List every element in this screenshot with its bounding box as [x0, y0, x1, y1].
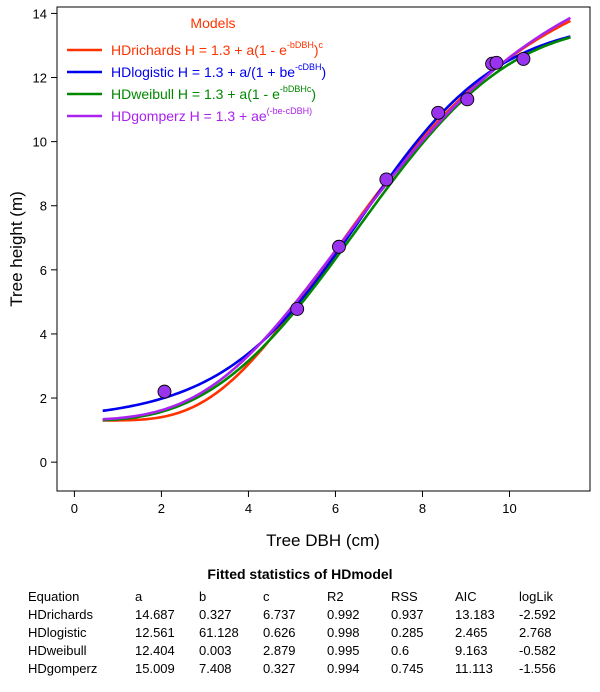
- x-axis-title: Tree DBH (cm): [266, 531, 380, 550]
- y-tick-label: 6: [40, 263, 47, 278]
- legend: Models HDrichards H = 1.3 + a(1 - e-bDBH)…: [67, 15, 326, 124]
- legend-title: Models: [190, 15, 235, 31]
- data-point: [489, 55, 504, 70]
- stats-cell: a: [135, 589, 143, 604]
- data-point: [290, 301, 305, 316]
- stats-row: HDgomperz 15.009 7.408 0.327 0.994 0.745 11.11…: [28, 660, 569, 678]
- stats-cell: 0.998: [327, 625, 360, 640]
- stats-row-label: HDweibull: [28, 643, 87, 658]
- data-point: [516, 51, 531, 66]
- legend-entry-hdlogistic: HDlogistic H = 1.3 + a/(1 + be-cDBH): [111, 62, 326, 80]
- points-layer: [157, 51, 531, 399]
- stats-row: HDweibull 12.404 0.003 2.879 0.995 0.6 9.163 -0…: [28, 642, 569, 660]
- stats-cell: 0.626: [263, 625, 296, 640]
- stats-cell: 2.465: [455, 625, 488, 640]
- stats-cell: 12.561: [135, 625, 175, 640]
- x-tick-label: 10: [502, 501, 516, 516]
- y-tick-label: 10: [33, 135, 47, 150]
- stats-row-label: HDrichards: [28, 607, 94, 622]
- y-tick-label: 12: [33, 71, 47, 86]
- stats-table: Equation a b c R2 RSS AIC logLik HDrichards 14.68…: [28, 588, 569, 678]
- x-tick-label: 4: [245, 501, 252, 516]
- data-point: [157, 384, 172, 399]
- curve-hdweibull: [102, 36, 571, 422]
- x-tick-label: 8: [419, 501, 426, 516]
- stats-cell: 11.113: [455, 661, 493, 676]
- stats-cell: 0.994: [327, 661, 360, 676]
- axes-layer: 0 2 4 6 8 10 0 2 4 6 8 10 12 14: [33, 6, 517, 516]
- stats-cell: AIC: [455, 589, 477, 604]
- data-point: [431, 105, 446, 120]
- stats-row: HDlogistic 12.561 61.128 0.626 0.998 0.285 2.4…: [28, 624, 569, 642]
- y-tick-label: 14: [33, 6, 47, 21]
- stats-title: Fitted statistics of HDmodel: [207, 566, 393, 582]
- stats-cell: 0.003: [199, 643, 232, 658]
- legend-entry-hdrichards: HDrichards H = 1.3 + a(1 - e-bDBH)c: [111, 40, 324, 58]
- stats-cell: 7.408: [199, 661, 232, 676]
- stats-cell: 0.992: [327, 607, 360, 622]
- y-tick-label: 2: [40, 391, 47, 406]
- stats-cell: 0.285: [391, 625, 424, 640]
- stats-cell: 0.6: [391, 643, 410, 658]
- stats-cell: logLik: [519, 589, 553, 604]
- stats-row-label: HDlogistic: [28, 625, 87, 640]
- stats-cell: 0.327: [263, 661, 296, 676]
- x-tick-label: 0: [71, 501, 78, 516]
- chart: 0 2 4 6 8 10 0 2 4 6 8 10 12 14 Models HDrichards H = …: [7, 6, 591, 550]
- stats-cell: -0.582: [519, 643, 556, 658]
- stats-header-row: Equation a b c R2 RSS AIC logLik: [28, 588, 569, 606]
- stats-cell: 15.009: [135, 661, 175, 676]
- legend-entry-hdgomperz: HDgomperz H = 1.3 + ae(-be-cDBH): [111, 106, 312, 124]
- y-tick-label: 8: [40, 199, 47, 214]
- stats-row-label: HDgomperz: [28, 661, 98, 676]
- data-point: [460, 92, 475, 107]
- stats-cell: -2.592: [519, 607, 556, 622]
- stats-row-label: Equation: [28, 589, 80, 604]
- stats-cell: 0.745: [391, 661, 424, 676]
- curve-hdrichards: [102, 19, 572, 422]
- stats-cell: 14.687: [135, 607, 175, 622]
- legend-entry-hdweibull: HDweibull H = 1.3 + a(1 - e-bDBHc): [111, 84, 316, 102]
- stats-cell: 61.128: [199, 625, 239, 640]
- stats-cell: 6.737: [263, 607, 296, 622]
- x-tick-label: 6: [332, 501, 339, 516]
- y-axis-title: Tree height (m): [7, 191, 26, 307]
- stats-cell: 9.163: [455, 643, 488, 658]
- stats-cell: 2.768: [519, 625, 552, 640]
- stats-cell: 13.183: [455, 607, 495, 622]
- stats-cell: c: [263, 589, 270, 604]
- data-point: [331, 239, 346, 254]
- stats-cell: -1.556: [519, 661, 556, 676]
- stats-cell: 0.937: [391, 607, 424, 622]
- stats-cell: 2.879: [263, 643, 296, 658]
- stats-cell: RSS: [391, 589, 418, 604]
- stats-cell: 0.327: [199, 607, 232, 622]
- data-point: [379, 172, 394, 187]
- y-tick-label: 4: [40, 327, 47, 342]
- stats-cell: 0.995: [327, 643, 360, 658]
- stats-row: HDrichards 14.687 0.327 6.737 0.992 0.937 13.1…: [28, 606, 569, 624]
- y-tick-label: 0: [40, 455, 47, 470]
- stats-cell: R2: [327, 589, 344, 604]
- stats-cell: b: [199, 589, 207, 604]
- stats-cell: 12.404: [135, 643, 175, 658]
- x-tick-label: 2: [158, 501, 165, 516]
